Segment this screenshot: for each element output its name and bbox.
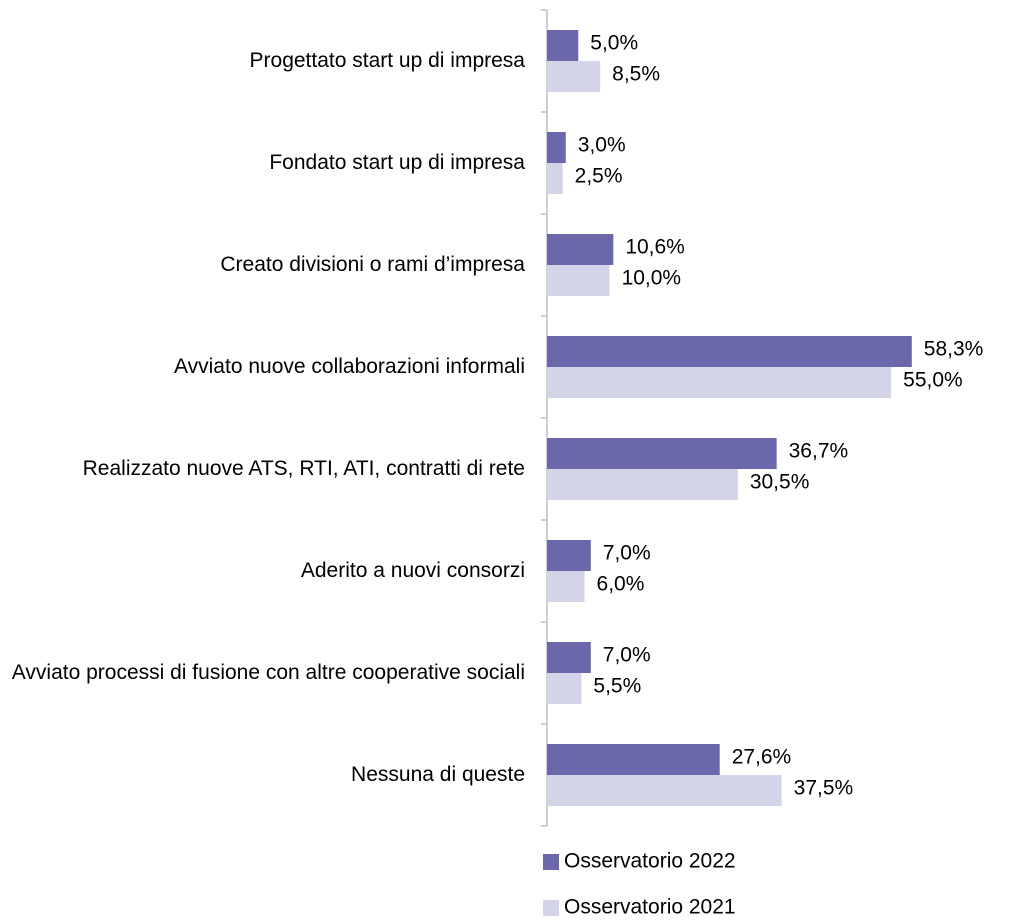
- category-label-box: Progettato start up di impresa: [249, 49, 525, 72]
- bar: [547, 367, 892, 398]
- category-label-box: Aderito a nuovi consorzi: [300, 559, 525, 582]
- value-label: 10,6%: [625, 236, 685, 259]
- value-label: 27,6%: [732, 746, 792, 769]
- legend-swatch: [543, 854, 559, 870]
- bar: [547, 571, 585, 602]
- bar: [547, 132, 566, 163]
- value-label: 5,5%: [593, 675, 641, 698]
- value-label: 5,0%: [590, 32, 638, 55]
- bar: [547, 234, 614, 265]
- category-label: Fondato start up di impresa: [269, 151, 525, 174]
- value-label: 30,5%: [750, 471, 810, 494]
- category-label: Creato divisioni o rami d’impresa: [220, 253, 525, 276]
- bar: [547, 30, 579, 61]
- legend-label: Osservatorio 2021: [564, 896, 736, 919]
- value-label: 2,5%: [575, 165, 623, 188]
- bar: [547, 775, 782, 806]
- category-label: Progettato start up di impresa: [249, 49, 525, 72]
- bar: [547, 336, 912, 367]
- bar: [547, 469, 738, 500]
- bar: [547, 744, 720, 775]
- value-label: 6,0%: [597, 573, 645, 596]
- value-label: 3,0%: [578, 134, 626, 157]
- bar: [547, 540, 591, 571]
- category-label: Nessuna di queste: [351, 763, 525, 786]
- category-label: Realizzato nuove ATS, RTI, ATI, contratt…: [82, 457, 525, 480]
- category-label-box: Avviato nuove collaborazioni informali: [174, 355, 525, 378]
- legend-label: Osservatorio 2022: [564, 850, 736, 873]
- category-label-box: Avviato processi di fusione con altre co…: [11, 661, 525, 684]
- bar: [547, 642, 591, 673]
- category-label-box: Nessuna di queste: [351, 763, 525, 786]
- value-label: 37,5%: [794, 777, 854, 800]
- bar: [547, 61, 601, 92]
- category-label-box: Creato divisioni o rami d’impresa: [220, 253, 525, 276]
- value-label: 10,0%: [622, 267, 682, 290]
- value-label: 55,0%: [903, 369, 963, 392]
- value-label: 7,0%: [603, 542, 651, 565]
- bar: [547, 265, 610, 296]
- category-label: Aderito a nuovi consorzi: [300, 559, 525, 582]
- legend-swatch: [543, 900, 559, 916]
- category-label-box: Realizzato nuove ATS, RTI, ATI, contratt…: [82, 457, 525, 480]
- value-label: 8,5%: [612, 63, 660, 86]
- value-label: 58,3%: [924, 338, 984, 361]
- value-label: 7,0%: [603, 644, 651, 667]
- category-label: Avviato processi di fusione con altre co…: [11, 661, 525, 684]
- bar: [547, 163, 563, 194]
- bar: [547, 438, 777, 469]
- category-label-box: Fondato start up di impresa: [269, 151, 525, 174]
- category-label: Avviato nuove collaborazioni informali: [174, 355, 525, 378]
- bar: [547, 673, 582, 704]
- value-label: 36,7%: [789, 440, 849, 463]
